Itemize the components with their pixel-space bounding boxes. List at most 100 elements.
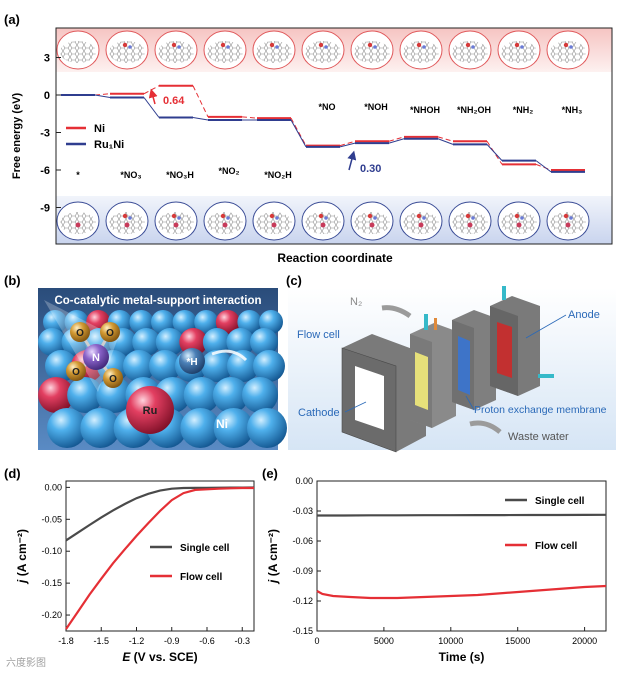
- n-atom: [83, 344, 109, 370]
- ni-atom: [180, 408, 221, 448]
- h-atom: [179, 348, 205, 374]
- lattice-surface: [207, 41, 243, 63]
- x-tick-label: 10000: [438, 636, 463, 646]
- panel-a-xlabel: Reaction coordinate: [277, 251, 393, 265]
- intermediate-label: *NO: [318, 102, 335, 112]
- ni-atom: [155, 328, 184, 356]
- panel-b: (b) Ru O O O O N *H Ni Co-catalytic meta…: [4, 273, 287, 450]
- x-tick-label: 20000: [572, 636, 597, 646]
- energy-connector-ru1ni: [339, 142, 356, 148]
- ru-atom: [126, 386, 174, 434]
- adsorbate-atom: [122, 213, 128, 219]
- y-tick-label: -0.20: [41, 610, 62, 620]
- intermediate-label: *NH₃: [562, 105, 583, 115]
- ni-atom: [201, 350, 233, 382]
- ni-atom: [253, 350, 285, 382]
- y-tick-label: 0: [44, 90, 50, 102]
- energy-connector-ni: [290, 117, 307, 146]
- anode-pipe: [538, 374, 554, 378]
- legend-label: Single cell: [180, 543, 230, 554]
- energy-connector-ni: [94, 93, 111, 96]
- adsorbate-atom: [465, 213, 471, 219]
- x-tick-label: 0: [314, 636, 319, 646]
- panel-a-ylabel: Free energy (eV): [11, 93, 23, 180]
- ni-atom: [237, 310, 262, 334]
- adsorbate-atom: [122, 42, 128, 48]
- plot-frame: [65, 480, 255, 632]
- ni-atom: [151, 310, 175, 334]
- panel-a-frame: [55, 27, 613, 245]
- adsorbate-atom: [171, 42, 177, 48]
- panel-a-intermediate-labels: * *NO₃ *NO₃H *NO₂ *NO₂H *NO *NOH *NHOH *NH₂OH *NH…: [76, 102, 582, 180]
- intermediate-label: *NO₂H: [264, 170, 292, 180]
- ru-site: [75, 222, 81, 228]
- pem-label: Proton exchange membrane: [474, 404, 607, 416]
- adsorbate-atom: [275, 216, 279, 220]
- energy-connector-ru1ni: [486, 144, 503, 161]
- panel-a-series: [61, 84, 585, 173]
- energy-connector-ru1ni: [535, 160, 552, 173]
- cathode-leader: [344, 401, 367, 413]
- energy-connector-ru1ni: [192, 117, 209, 121]
- cathode-catalyst: [415, 352, 428, 410]
- ru-support-atom: [38, 377, 74, 413]
- y-tick-label: 3: [44, 53, 50, 65]
- ru-label: Ru: [143, 405, 158, 417]
- ni-atom: [242, 377, 278, 413]
- ni-atom: [149, 350, 181, 382]
- x-axis-label: Time (s): [439, 650, 485, 664]
- adsorbate-atom: [569, 45, 573, 49]
- ni-barrier-label: 0.64: [163, 95, 185, 107]
- ni-atom: [250, 328, 278, 356]
- ni-atom: [247, 408, 287, 448]
- o-label: O: [72, 367, 80, 378]
- ru1ni-barrier-label: 0.30: [360, 163, 381, 175]
- ru-support-atom: [215, 310, 240, 334]
- ni-barrier-arrow: [148, 88, 158, 105]
- outlet-pipe: [434, 318, 437, 330]
- ni-atom: [132, 328, 161, 356]
- adsorbate-atom: [128, 216, 132, 220]
- lattice-surface: [109, 41, 145, 63]
- intermediate-label: *NHOH: [410, 105, 440, 115]
- panel-a-letter: (a): [4, 12, 20, 27]
- adsorbate-atom: [275, 45, 279, 49]
- x-tick-label: 5000: [374, 636, 394, 646]
- ni-atom: [259, 310, 283, 334]
- ru-site: [565, 222, 571, 228]
- ni-label: Ni: [216, 417, 228, 431]
- y-axis-label: j (A cm⁻²): [15, 529, 29, 585]
- y-tick-label: -0.10: [41, 546, 62, 556]
- ni-atom: [47, 408, 87, 448]
- adsorbate-atom: [514, 42, 520, 48]
- adsorbate-atom: [514, 213, 520, 219]
- ni-structure-row: [56, 30, 590, 70]
- panel-b-letter: (b): [4, 273, 21, 288]
- lattice-surface: [550, 41, 586, 63]
- legend-ru1ni-label: Ru₁Ni: [94, 139, 124, 151]
- adsorbate-atom: [220, 42, 226, 48]
- cathode-label: Cathode: [298, 407, 340, 419]
- adsorbate-atom: [128, 45, 132, 49]
- y-tick-label: -0.06: [292, 536, 313, 546]
- adsorbate-atom: [324, 216, 328, 220]
- ni-atom: [67, 377, 104, 413]
- adsorbate-atom: [318, 213, 324, 219]
- ru1ni-barrier-arrow: [347, 150, 357, 171]
- o-label: O: [106, 328, 114, 339]
- o-atom: [103, 368, 123, 388]
- lattice-surface: [452, 41, 488, 63]
- series-single-cell: [317, 513, 607, 517]
- y-tick-label: 0.00: [295, 476, 313, 486]
- intermediate-label: *NO₃: [120, 170, 141, 180]
- inlet-pipe: [424, 314, 428, 330]
- adsorbate-atom: [226, 216, 230, 220]
- intermediate-label: *NH₂: [513, 105, 534, 115]
- series-flow-cell: [316, 584, 607, 600]
- x-tick-label: -1.8: [58, 636, 74, 646]
- y-tick-label: -0.05: [41, 514, 62, 524]
- lattice-surface: [403, 41, 439, 63]
- panel-d-letter: (d): [4, 466, 21, 481]
- intermediate-label: *: [76, 170, 80, 180]
